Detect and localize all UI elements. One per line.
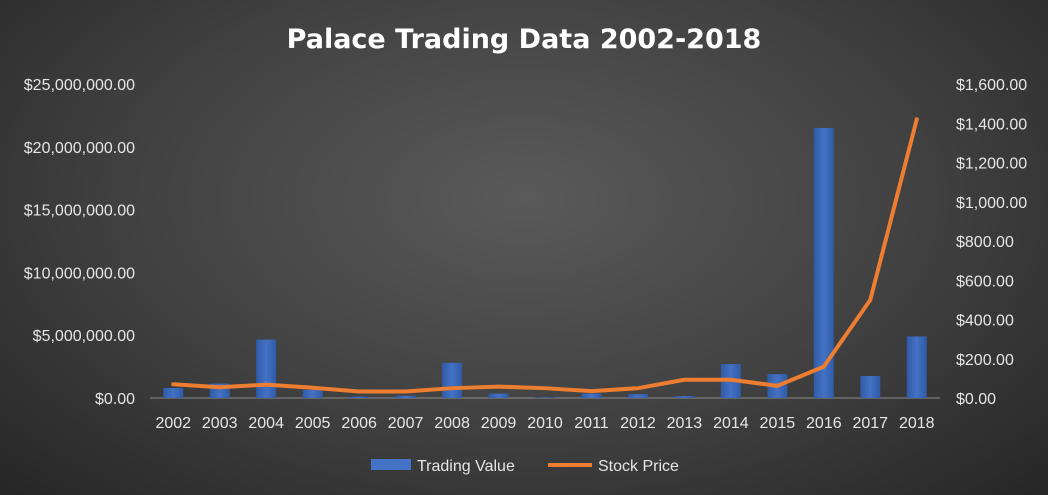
x-axis: 2002 2003 2004 2005 2006 2007 2008 2009 2010 2011… <box>155 415 934 432</box>
x-axis-tick-label: 2010 <box>527 415 563 432</box>
trading-value-bar <box>860 376 881 398</box>
x-axis-tick-label: 2017 <box>852 415 888 432</box>
chart-title: Palace Trading Data 2002-2018 <box>287 24 762 55</box>
x-axis-tick-label: 2005 <box>295 415 331 432</box>
x-axis-tick-label: 2004 <box>248 415 284 432</box>
right-axis-tick-label: $0.00 <box>956 391 996 408</box>
trading-value-bar <box>256 339 277 398</box>
left-axis-tick-label: $15,000,000.00 <box>24 203 135 220</box>
trading-value-bar <box>906 336 927 398</box>
x-axis-tick-label: 2014 <box>713 415 749 432</box>
left-axis-tick-label: $5,000,000.00 <box>33 328 135 345</box>
x-axis-tick-label: 2016 <box>806 415 842 432</box>
trading-value-bar <box>581 393 602 398</box>
stock-price-line-group <box>171 117 919 394</box>
trading-value-bar <box>488 393 509 398</box>
trading-value-bar <box>163 387 184 398</box>
right-axis-tick-label: $1,000.00 <box>956 195 1027 212</box>
left-axis-tick-label: $20,000,000.00 <box>24 140 135 157</box>
x-axis-tick-label: 2011 <box>574 415 609 432</box>
x-axis-tick-label: 2008 <box>434 415 470 432</box>
left-y-axis: $0.00 $5,000,000.00 $10,000,000.00 $15,000,… <box>24 77 135 408</box>
trading-value-bar <box>395 395 416 398</box>
x-axis-tick-label: 2009 <box>481 415 517 432</box>
right-axis-tick-label: $1,600.00 <box>956 77 1027 94</box>
x-axis-tick-label: 2012 <box>620 415 656 432</box>
x-axis-tick-label: 2006 <box>341 415 377 432</box>
trading-value-bar <box>535 397 555 398</box>
trading-value-bar <box>813 127 834 399</box>
right-axis-tick-label: $400.00 <box>956 313 1014 330</box>
left-axis-tick-label: $0.00 <box>95 391 135 408</box>
trading-value-bar <box>349 396 370 398</box>
legend-label-trading-value: Trading Value <box>417 458 515 475</box>
stock-price-line <box>171 117 919 394</box>
right-axis-tick-label: $1,400.00 <box>956 116 1027 133</box>
x-axis-tick-label: 2007 <box>388 415 424 432</box>
trading-value-bar <box>674 396 695 398</box>
x-axis-tick-label: 2013 <box>667 415 703 432</box>
right-axis-tick-label: $200.00 <box>956 352 1014 369</box>
legend-swatch-trading-value <box>371 459 411 470</box>
right-axis-tick-label: $800.00 <box>956 234 1014 251</box>
legend-label-stock-price: Stock Price <box>598 458 679 475</box>
trading-value-bar <box>302 389 323 398</box>
x-axis-tick-label: 2018 <box>899 415 935 432</box>
trading-value-bar <box>442 362 463 398</box>
x-axis-tick-label: 2003 <box>202 415 238 432</box>
right-axis-tick-label: $600.00 <box>956 273 1014 290</box>
trading-value-bars <box>163 127 927 399</box>
legend: Trading Value Stock Price <box>371 458 679 475</box>
left-axis-tick-label: $25,000,000.00 <box>24 77 135 94</box>
left-axis-tick-label: $10,000,000.00 <box>24 265 135 282</box>
right-axis-tick-label: $1,200.00 <box>956 156 1027 173</box>
x-axis-tick-label: 2015 <box>760 415 796 432</box>
trading-value-bar <box>627 394 648 398</box>
right-y-axis: $0.00 $200.00 $400.00 $600.00 $800.00 $1,000.… <box>956 77 1027 408</box>
x-axis-tick-label: 2002 <box>155 415 191 432</box>
